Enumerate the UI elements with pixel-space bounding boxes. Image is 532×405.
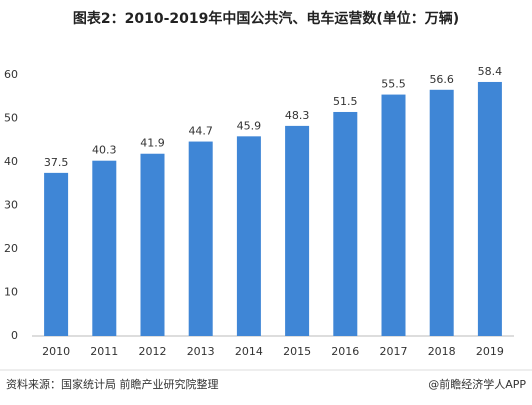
x-tick-label: 2010 [42,345,70,358]
x-tick-label: 2015 [283,345,311,358]
bar [236,136,261,336]
x-tick-label: 2012 [139,345,167,358]
data-label: 51.5 [333,95,358,108]
bar [140,153,165,336]
data-label: 40.3 [92,144,117,157]
data-label: 41.9 [140,137,165,150]
bar [285,125,310,337]
bar [477,81,502,337]
bar [44,172,69,336]
y-tick-label: 50 [4,112,18,125]
chart-title: 图表2：2010-2019年中国公共汽、电车运营数(单位：万辆) [73,10,459,27]
data-label: 55.5 [381,78,406,91]
x-tick-label: 2011 [90,345,118,358]
bar [429,89,454,336]
x-tick-label: 2016 [331,345,359,358]
data-label: 44.7 [188,125,213,138]
y-tick-label: 20 [4,242,18,255]
y-tick-label: 30 [4,199,18,212]
x-tick-label: 2014 [235,345,263,358]
y-tick-label: 10 [4,286,18,299]
data-label: 37.5 [44,156,69,169]
bar [92,160,117,336]
data-label: 58.4 [478,65,503,78]
bar [381,94,406,336]
credit: @前瞻经济学人APP [428,377,526,391]
y-tick-label: 60 [4,68,18,81]
data-label: 56.6 [429,73,454,86]
y-tick-label: 40 [4,155,18,168]
y-tick-label: 0 [11,329,18,342]
x-tick-label: 2013 [187,345,215,358]
x-tick-label: 2019 [476,345,504,358]
data-label: 45.9 [237,119,262,132]
x-tick-label: 2017 [380,345,408,358]
bar [333,111,358,336]
bar [188,141,213,336]
x-tick-label: 2018 [428,345,456,358]
data-label: 48.3 [285,109,310,122]
source: 资料来源：国家统计局 前瞻产业研究院整理 [6,377,219,391]
